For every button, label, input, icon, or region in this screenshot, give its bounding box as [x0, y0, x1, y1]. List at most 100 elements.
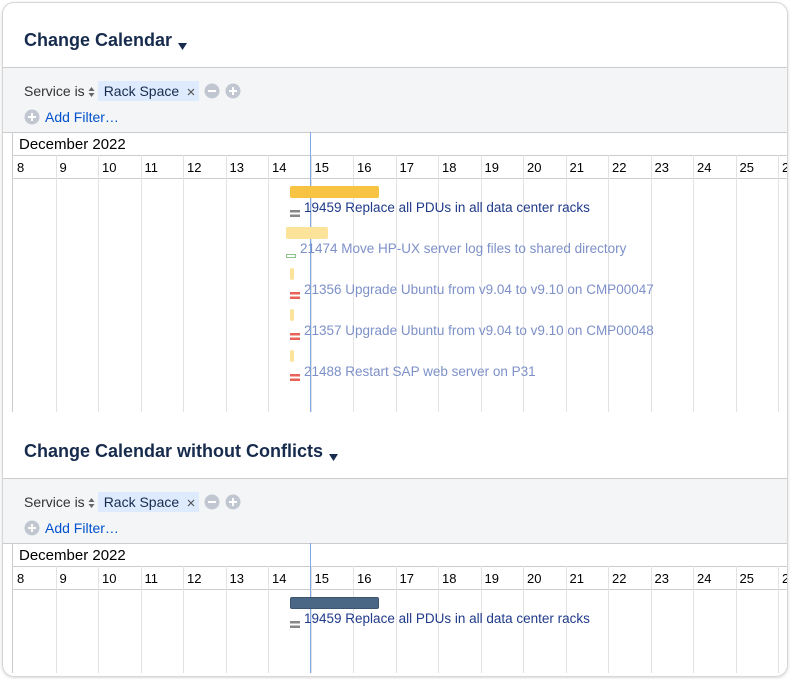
column-line — [480, 155, 482, 412]
column-line — [140, 155, 142, 412]
change-icon — [290, 616, 301, 628]
day-label: 15 — [314, 571, 329, 586]
day-label: 10 — [102, 571, 117, 586]
day-label: 18 — [442, 160, 457, 175]
add-filter-link[interactable]: Add Filter… — [45, 109, 119, 125]
panel: Change Calendar Service is Rack Space Add F… — [3, 3, 787, 414]
column-line — [310, 155, 312, 412]
column-line — [523, 155, 524, 412]
add-button[interactable] — [225, 83, 241, 99]
month-label: December 2022 — [19, 136, 126, 153]
add-filter-link[interactable]: Add Filter… — [45, 520, 119, 536]
day-label: 17 — [399, 160, 414, 175]
remove-button[interactable] — [204, 494, 220, 510]
column-line — [650, 155, 652, 412]
change-icon — [290, 205, 301, 217]
day-label: 26 — [782, 571, 787, 586]
change-link[interactable]: 21356 Upgrade Ubuntu from v9.04 to v9.10… — [304, 282, 654, 297]
panel-title[interactable]: Change Calendar — [24, 30, 173, 50]
day-label: 21 — [569, 160, 584, 175]
day-label: 24 — [697, 571, 712, 586]
add-button[interactable] — [225, 494, 241, 510]
day-label: 8 — [17, 160, 25, 175]
column-line — [438, 155, 439, 412]
timeline: December 2022 8 9 10 11 12 13 14 15 16 17 18 19 20 21 2… — [12, 132, 787, 412]
column-line — [778, 566, 779, 673]
day-label: 12 — [187, 160, 202, 175]
remove-button[interactable] — [204, 83, 220, 99]
filter-value: Rack Space — [103, 494, 180, 510]
column-line — [98, 566, 99, 673]
change-link[interactable]: 21474 Move HP-UX server log files to sha… — [300, 241, 627, 256]
header-line — [13, 155, 787, 156]
filter-field[interactable]: Service is — [24, 83, 85, 99]
panel-title[interactable]: Change Calendar without Conflicts — [24, 441, 324, 461]
change-bar[interactable] — [286, 227, 328, 239]
sort-icon — [88, 85, 95, 97]
day-label: 20 — [527, 571, 542, 586]
column-line — [650, 566, 652, 673]
change-icon — [290, 369, 301, 381]
column-line — [183, 155, 184, 412]
sort-icon — [88, 496, 95, 508]
day-label: 21 — [569, 571, 584, 586]
change-bar[interactable] — [290, 350, 294, 362]
change-bar[interactable] — [290, 268, 294, 280]
remove-filter[interactable] — [187, 494, 195, 510]
column-line — [608, 566, 609, 673]
change-link[interactable]: 19459 Replace all PDUs in all data cente… — [304, 200, 590, 215]
change-link[interactable]: 19459 Replace all PDUs in all data cente… — [304, 611, 590, 626]
filter-chip[interactable]: Rack Space — [97, 492, 200, 512]
day-label: 25 — [739, 571, 754, 586]
day-label: 8 — [17, 571, 25, 586]
change-icon — [286, 246, 297, 258]
column-line — [693, 566, 694, 673]
remove-filter[interactable] — [187, 83, 195, 99]
column-line — [98, 155, 99, 412]
header-line — [13, 178, 787, 179]
change-bar[interactable] — [290, 597, 379, 609]
day-label: 19 — [484, 571, 499, 586]
add-filter-icon[interactable] — [24, 520, 40, 536]
day-label: 14 — [272, 571, 287, 586]
column-line — [523, 566, 524, 673]
column-line — [353, 155, 354, 412]
column-line — [140, 566, 142, 673]
column-line — [353, 566, 354, 673]
day-label: 22 — [612, 160, 627, 175]
change-link[interactable]: 21488 Restart SAP web server on P31 — [304, 364, 536, 379]
panel: Change Calendar without Conflicts Service… — [3, 414, 787, 676]
day-label: 14 — [272, 160, 287, 175]
dropdown-arrow[interactable] — [178, 37, 188, 50]
filter-value: Rack Space — [103, 83, 180, 99]
day-label: 11 — [144, 571, 159, 586]
day-label: 23 — [654, 160, 669, 175]
day-label: 13 — [229, 160, 244, 175]
change-link[interactable]: 21357 Upgrade Ubuntu from v9.04 to v9.10… — [304, 323, 654, 338]
column-line — [225, 155, 227, 412]
column-line — [55, 566, 57, 673]
day-label: 26 — [782, 160, 787, 175]
day-label: 11 — [144, 160, 159, 175]
day-label: 10 — [102, 160, 117, 175]
column-line — [268, 566, 269, 673]
add-filter-icon[interactable] — [24, 109, 40, 125]
dropdown-arrow[interactable] — [329, 448, 339, 461]
column-line — [225, 566, 227, 673]
month-label: December 2022 — [19, 547, 126, 564]
column-line — [55, 155, 57, 412]
day-label: 18 — [442, 571, 457, 586]
day-label: 12 — [187, 571, 202, 586]
change-bar[interactable] — [290, 186, 379, 198]
column-line — [480, 566, 482, 673]
column-line — [735, 566, 737, 673]
column-line — [395, 155, 397, 412]
filter-chip[interactable]: Rack Space — [97, 81, 200, 101]
filter-field[interactable]: Service is — [24, 494, 85, 510]
day-label: 23 — [654, 571, 669, 586]
change-bar[interactable] — [290, 309, 294, 321]
day-label: 24 — [697, 160, 712, 175]
change-icon — [290, 287, 301, 299]
column-line — [608, 155, 609, 412]
